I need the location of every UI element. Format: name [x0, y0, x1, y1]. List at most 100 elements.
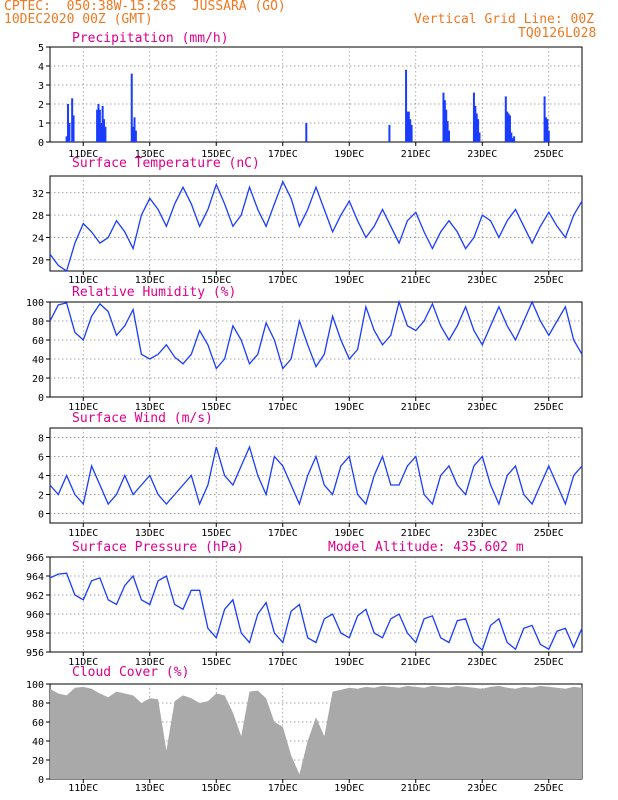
- cloud-xtick-label: 21DEC: [401, 783, 431, 794]
- rh-xtick-label: 23DEC: [467, 402, 497, 413]
- precip-bar: [72, 115, 75, 142]
- precip-bar: [409, 119, 412, 142]
- precip-bar: [388, 124, 391, 142]
- pressure-series-line: [49, 572, 583, 652]
- precip-xtick-label: 15DEC: [201, 149, 231, 160]
- rh-ytick-label: 100: [26, 298, 44, 309]
- rh-ytick-label: 0: [38, 393, 44, 404]
- precip-ytick-label: 4: [38, 62, 44, 73]
- precip-bar: [130, 73, 133, 142]
- cloud-xtick-label: 23DEC: [467, 783, 497, 794]
- cloud-ytick-label: 80: [32, 699, 44, 710]
- temp-ytick-label: 28: [32, 211, 44, 222]
- cloud-area: [50, 685, 582, 779]
- wind-ytick-label: 2: [38, 491, 44, 502]
- pressure-xtick-label: 21DEC: [401, 657, 431, 668]
- precip-xtick-label: 21DEC: [401, 149, 431, 160]
- pressure-ytick-label: 962: [26, 591, 44, 602]
- rh-ytick-label: 60: [32, 336, 44, 347]
- precip-bar: [475, 113, 478, 142]
- pressure-annotation: Model Altitude: 435.602 m: [328, 540, 524, 555]
- cloud-ytick-label: 60: [32, 718, 44, 729]
- wind-xtick-label: 17DEC: [268, 528, 298, 539]
- wind-xtick-label: 21DEC: [401, 528, 431, 539]
- wind-series-line: [49, 445, 583, 506]
- precip-xtick-label: 25DEC: [534, 149, 564, 160]
- cloud-xtick-label: 13DEC: [135, 783, 165, 794]
- pressure-ytick-label: 960: [26, 610, 44, 621]
- cloud-ytick-label: 100: [26, 680, 44, 691]
- pressure-ytick-label: 958: [26, 629, 44, 640]
- precip-bar: [132, 126, 135, 142]
- precip-bar: [543, 96, 546, 142]
- pressure-xtick-label: 19DEC: [334, 657, 364, 668]
- pressure-xtick-label: 25DEC: [534, 657, 564, 668]
- temp-xtick-label: 15DEC: [201, 275, 231, 286]
- precip-bar: [544, 117, 547, 142]
- precip-bar: [134, 130, 137, 142]
- precip-bar: [506, 111, 509, 142]
- precip-ytick-label: 1: [38, 119, 44, 130]
- precip-bar: [507, 113, 510, 142]
- wind-xtick-label: 25DEC: [534, 528, 564, 539]
- precip-bar: [100, 123, 103, 142]
- precip-bar: [406, 111, 409, 142]
- wind-title: Surface Wind (m/s): [72, 411, 213, 426]
- model-id: TQ0126L028: [518, 26, 597, 41]
- precip-bar: [508, 115, 511, 142]
- precip-bar: [472, 92, 475, 142]
- temp-xtick-label: 13DEC: [135, 275, 165, 286]
- run-date: 10DEC2020 00Z (GMT): [4, 12, 153, 27]
- precip-bar: [97, 104, 100, 142]
- rh-xtick-label: 17DEC: [268, 402, 298, 413]
- precip-bar: [68, 123, 71, 142]
- precip-ytick-label: 5: [38, 43, 44, 54]
- precip-bar: [98, 109, 101, 142]
- cloud-ytick-label: 40: [32, 737, 44, 748]
- cloud-xtick-label: 25DEC: [534, 783, 564, 794]
- precip-xtick-label: 11DEC: [68, 149, 98, 160]
- temp-xtick-label: 23DEC: [467, 275, 497, 286]
- wind-ytick-label: 6: [38, 453, 44, 464]
- pressure-ytick-label: 966: [26, 553, 44, 564]
- precip-bar: [133, 117, 136, 142]
- precip-bar: [513, 136, 516, 142]
- precip-bar: [546, 119, 549, 142]
- rh-xtick-label: 13DEC: [135, 402, 165, 413]
- precip-bar: [446, 121, 449, 142]
- precip-xtick-label: 13DEC: [135, 149, 165, 160]
- rh-xtick-label: 11DEC: [68, 402, 98, 413]
- temp-title: Surface Temperature (nC): [72, 156, 260, 171]
- precip-bar: [474, 105, 477, 142]
- temp-frame: [49, 175, 583, 272]
- cloud-title: Cloud Cover (%): [72, 665, 189, 680]
- precip-bar: [101, 105, 104, 142]
- pressure-xtick-label: 11DEC: [68, 657, 98, 668]
- precip-bar: [96, 109, 99, 142]
- temp-xtick-label: 19DEC: [334, 275, 364, 286]
- precip-bar: [511, 138, 514, 142]
- wind-ytick-label: 0: [38, 510, 44, 521]
- temp-xtick-label: 11DEC: [68, 275, 98, 286]
- temp-series-line: [49, 179, 583, 273]
- pressure-ytick-label: 964: [26, 572, 44, 583]
- cloud-xtick-label: 17DEC: [268, 783, 298, 794]
- precip-ytick-label: 0: [38, 138, 44, 149]
- pressure-xtick-label: 15DEC: [201, 657, 231, 668]
- rh-xtick-label: 15DEC: [201, 402, 231, 413]
- rh-ytick-label: 40: [32, 355, 44, 366]
- rh-xtick-label: 21DEC: [401, 402, 431, 413]
- wind-xtick-label: 11DEC: [68, 528, 98, 539]
- rh-frame: [49, 301, 583, 398]
- rh-xtick-label: 19DEC: [334, 402, 364, 413]
- precip-ytick-label: 2: [38, 100, 44, 111]
- precip-ytick-label: 3: [38, 81, 44, 92]
- pressure-xtick-label: 13DEC: [135, 657, 165, 668]
- cloud-xtick-label: 11DEC: [68, 783, 98, 794]
- precip-bar: [71, 98, 74, 142]
- rh-xtick-label: 25DEC: [534, 402, 564, 413]
- precip-bar: [405, 69, 408, 142]
- rh-ytick-label: 80: [32, 317, 44, 328]
- precip-bar: [104, 126, 107, 142]
